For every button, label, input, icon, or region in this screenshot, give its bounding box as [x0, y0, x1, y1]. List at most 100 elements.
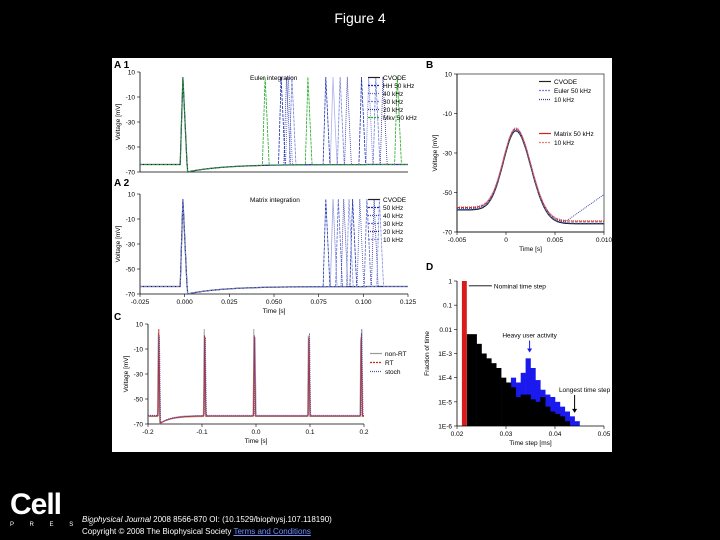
panel-b-legend-label: 10 kHz — [554, 140, 574, 147]
panel-c-x-tick-label: 0.2 — [359, 429, 368, 436]
panel-b-y-tick-label: -70 — [443, 230, 453, 237]
panel-d-annotation-heavy: Heavy user activity — [502, 333, 557, 340]
panel-label-b: B — [426, 60, 433, 71]
panel-c-y-tick-label: -30 — [134, 372, 144, 379]
panel-d-bar-black — [491, 363, 497, 426]
panel-d-bar-black — [466, 334, 472, 426]
panel-c-y-tick-label: -50 — [134, 397, 144, 404]
panel-a2-x-tick-label: 0.000 — [177, 299, 194, 306]
panel-label-d: D — [426, 262, 433, 273]
panel-d-bar-black — [515, 397, 521, 426]
panel-a2-x-label: Time [s] — [263, 308, 286, 315]
cell-logo-text: Cell — [10, 488, 62, 521]
panel-d-bar-black — [496, 368, 502, 426]
panel-d-y-tick-label: 1E-5 — [438, 399, 452, 406]
panel-a2-x-tick-label: 0.125 — [400, 299, 417, 306]
panel-a2-x-tick-label: 0.025 — [221, 299, 238, 306]
panel-d-bar-black — [476, 343, 482, 426]
panel-a2-legend-label: 20 kHz — [383, 229, 403, 236]
panel-a2-title: Matrix integration — [250, 197, 300, 204]
terms-link[interactable]: Terms and Conditions — [233, 527, 311, 536]
panel-d-bar-black — [545, 406, 551, 426]
panel-a2-legend-label: 30 kHz — [383, 221, 403, 228]
panel-d-bar-black — [471, 334, 477, 426]
press-logo-text: P R E S S — [10, 522, 100, 528]
panel-a2-legend-label: 10 kHz — [383, 237, 403, 244]
panel-d-annotation-longest: Longest time step — [559, 387, 611, 394]
panel-d-arrowhead-heavy — [527, 348, 533, 353]
panel-b-trace-4 — [457, 127, 604, 221]
panel-a2-x-tick-label: -0.025 — [131, 299, 150, 306]
panel-d-bar-black — [550, 411, 556, 426]
journal-name: Biophysical Journal — [82, 515, 151, 524]
panel-d-bar-blue — [569, 416, 575, 426]
panel-d-x-tick-label: 0.04 — [549, 431, 562, 438]
panel-a2-y-label: Voltage [mV] — [115, 225, 122, 262]
panel-a1-y-tick-label: 10 — [128, 70, 136, 77]
panel-d-bar-black — [510, 387, 517, 426]
panel-a2-legend-label: 40 kHz — [383, 213, 403, 220]
panel-c-y-tick-label: -70 — [134, 422, 144, 429]
panel-a2-y-tick-label: -30 — [126, 242, 136, 249]
panel-a2-legend-label: 50 kHz — [383, 205, 403, 212]
panel-b-x-tick-label: 0.005 — [547, 237, 564, 244]
panel-c-legend-label: stoch — [385, 369, 401, 376]
panel-a1-y-tick-label: -30 — [126, 120, 136, 127]
panel-d-bar-blue — [530, 368, 536, 426]
panel-c-x-tick-label: 0.1 — [305, 429, 314, 436]
panel-a1-legend-label: HH 50 kHz — [383, 83, 414, 90]
panel-d-x-tick-label: 0.05 — [598, 431, 611, 438]
panel-d-bar-black — [520, 394, 526, 426]
panel-b-frame — [456, 73, 605, 233]
panel-b-legend-label: CVODE — [554, 79, 578, 86]
panel-d-y-tick-label: 1E-4 — [438, 375, 452, 382]
panel-c-x-tick-label: 0.0 — [251, 429, 260, 436]
panel-d-x-label: Time step [ms] — [509, 440, 552, 447]
panel-b-y-label: Voltage [mV] — [432, 134, 439, 171]
panel-a2-x-tick-label: 0.100 — [355, 299, 372, 306]
panel-b-y-tick-label: -10 — [443, 111, 453, 118]
panel-d-bar-blue — [574, 421, 580, 426]
panel-b-x-label: Time [s] — [519, 246, 542, 253]
panel-b-legend-label: Matrix 50 kHz — [554, 131, 594, 138]
panel-d-x-tick-label: 0.02 — [451, 431, 464, 438]
page-title: Figure 4 — [334, 10, 386, 26]
citation: Biophysical Journal 2008 8566-870 OI: (1… — [82, 514, 332, 538]
panel-a2-y-tick-label: -50 — [126, 267, 136, 274]
panel-c-x-tick-label: -0.1 — [196, 429, 208, 436]
panel-d-bar-black — [540, 397, 546, 426]
panel-d-bar-blue — [564, 411, 570, 426]
panel-a1-y-tick-label: -50 — [126, 145, 136, 152]
panel-d-bar-blue — [525, 358, 531, 426]
panel-d-bar-black — [486, 358, 492, 426]
panel-d-bar-black — [559, 416, 566, 426]
panel-b-legend-label: 10 kHz — [554, 97, 574, 104]
panel-a1-y-label: Voltage [mV] — [115, 103, 122, 140]
panel-b-x-tick-label: 0 — [504, 237, 508, 244]
panel-label-a1: A 1 — [114, 60, 130, 71]
panel-c-y-label: Voltage [mV] — [123, 355, 130, 392]
panel-d-annotation-nominal: Nominal time step — [494, 283, 546, 290]
panel-c-x-tick-label: -0.2 — [142, 429, 154, 436]
panel-a1-trace-cvode — [140, 76, 408, 173]
panel-a1-y-tick-label: -70 — [126, 170, 136, 177]
panel-d-y-tick-label: 1E-3 — [438, 351, 452, 358]
panel-d-bar-black — [555, 413, 561, 426]
panel-c-trace-non-rt — [148, 328, 364, 425]
panel-d-bar-black — [530, 399, 536, 426]
copyright-text: Copyright © 2008 The Biophysical Society — [82, 527, 234, 536]
panel-b-legend-label: Euler 50 kHz — [554, 88, 591, 95]
panel-a2-y-tick-label: -10 — [126, 217, 136, 224]
panel-a2-legend-label: CVODE — [383, 197, 407, 204]
panel-a1-legend-label: Mkv 50 kHz — [383, 115, 417, 122]
panel-c-legend-label: RT — [385, 360, 394, 367]
panel-d-bar-black — [535, 401, 541, 426]
panel-d-bar-black — [481, 353, 487, 426]
panel-a1-trace-mkv-50-khz — [140, 76, 408, 173]
panel-c-y-tick-label: 10 — [136, 322, 144, 329]
panel-d-y-tick-label: 1E-6 — [438, 424, 452, 431]
panel-c-trace-stoch — [148, 328, 364, 424]
panel-label-c: C — [114, 312, 121, 323]
panel-b-x-tick-label: -0.005 — [448, 237, 467, 244]
